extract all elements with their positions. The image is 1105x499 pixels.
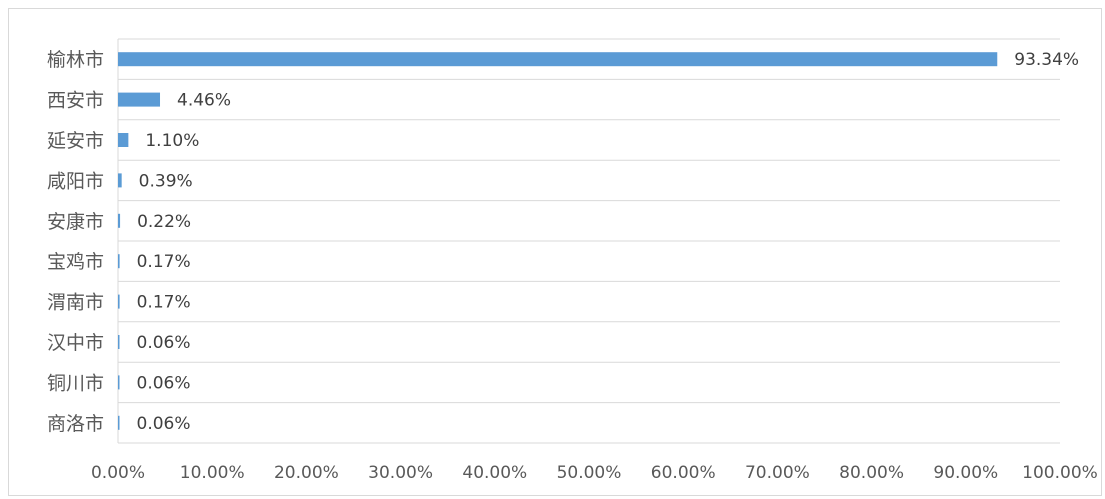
data-label: 0.06% [137, 333, 191, 353]
data-label: 0.22% [137, 212, 191, 232]
bar[interactable] [118, 133, 129, 147]
data-label: 0.06% [137, 373, 191, 393]
bar[interactable] [118, 375, 120, 390]
x-tick-label: 0.00% [91, 463, 145, 483]
data-label: 0.17% [137, 293, 191, 313]
bar[interactable] [118, 173, 122, 188]
x-tick-label: 60.00% [651, 463, 716, 483]
x-tick-label: 70.00% [745, 463, 810, 483]
bar[interactable] [118, 52, 998, 67]
category-label: 商洛市 [47, 413, 104, 435]
category-label: 咸阳市 [47, 170, 104, 192]
chart-frame [8, 8, 1102, 496]
x-tick-label: 80.00% [839, 463, 904, 483]
category-label: 渭南市 [47, 292, 104, 314]
category-label: 汉中市 [47, 332, 104, 354]
data-label: 4.46% [177, 91, 231, 111]
x-tick-label: 30.00% [368, 463, 433, 483]
data-label: 0.17% [137, 252, 191, 272]
x-tick-label: 100.00% [1022, 463, 1098, 483]
category-label: 铜川市 [47, 372, 104, 394]
x-tick-label: 40.00% [462, 463, 527, 483]
bar[interactable] [118, 254, 120, 269]
bar[interactable] [118, 415, 120, 430]
x-tick-label: 10.00% [180, 463, 245, 483]
category-label: 西安市 [47, 90, 104, 112]
category-label: 安康市 [47, 211, 104, 233]
bar[interactable] [118, 213, 121, 228]
x-tick-label: 20.00% [274, 463, 339, 483]
data-label: 93.34% [1014, 50, 1079, 70]
category-label: 延安市 [47, 130, 104, 152]
bar[interactable] [118, 92, 161, 107]
x-tick-label: 90.00% [933, 463, 998, 483]
category-label: 榆林市 [47, 49, 104, 71]
data-label: 0.06% [137, 414, 191, 434]
bar[interactable] [118, 294, 120, 309]
category-label: 宝鸡市 [47, 251, 104, 273]
bar[interactable] [118, 335, 120, 349]
data-label: 0.39% [139, 171, 193, 191]
data-label: 1.10% [145, 131, 199, 151]
x-tick-label: 50.00% [557, 463, 622, 483]
